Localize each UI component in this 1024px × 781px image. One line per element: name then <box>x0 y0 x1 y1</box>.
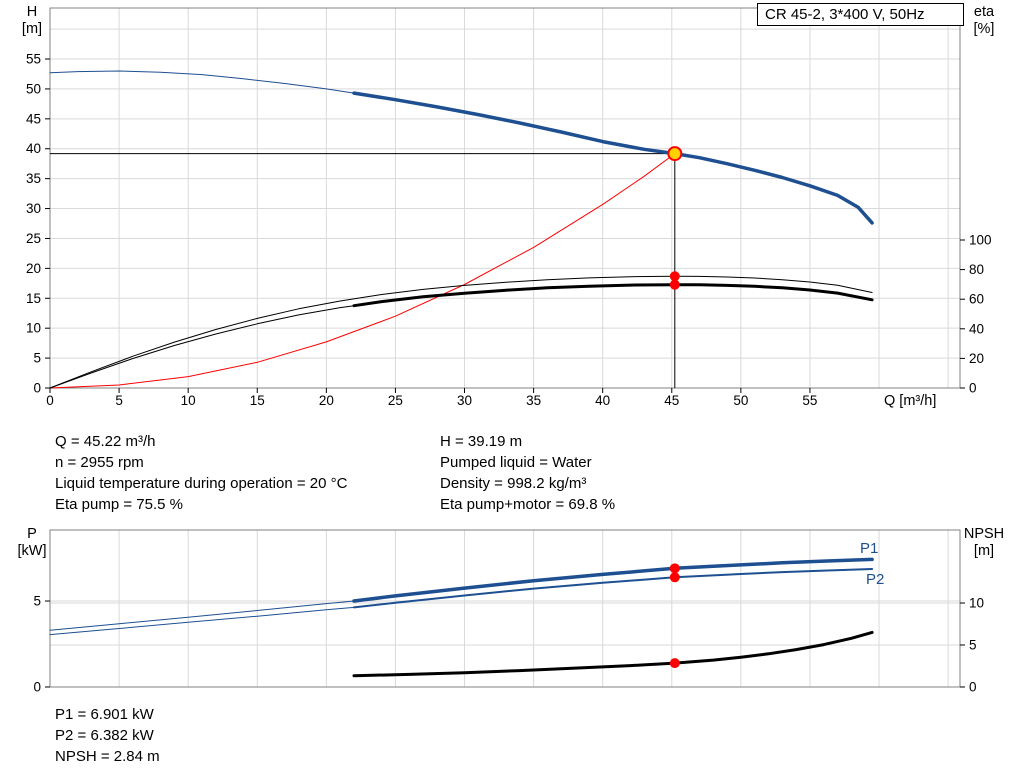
system-curve <box>49 153 676 389</box>
info-npsh: NPSH = 2.84 m <box>55 748 160 765</box>
info-speed: n = 2955 rpm <box>55 454 144 471</box>
right-axis-tick-label: 40 <box>969 321 984 336</box>
x-axis-tick-label: 50 <box>733 393 748 408</box>
x-axis-tick-label: 0 <box>46 393 54 408</box>
x-axis-tick-label: 20 <box>319 393 334 408</box>
info-eta-pump-motor: Eta pump+motor = 69.8 % <box>440 496 616 513</box>
left-axis-tick-label: 50 <box>26 81 41 96</box>
x-axis-tick-label: 15 <box>250 393 265 408</box>
right-axis-title: eta <box>974 4 995 20</box>
info-p2: P2 = 6.382 kW <box>55 727 154 744</box>
info-head: H = 39.19 m <box>440 433 523 450</box>
eta-pump-motor-extension <box>49 305 355 389</box>
right-axis-tick-label: 80 <box>969 262 984 277</box>
npsh-marker <box>669 658 680 669</box>
right-axis-tick-label: 20 <box>969 351 984 366</box>
info-p1: P1 = 6.901 kW <box>55 706 154 723</box>
right-axis-tick-label: 60 <box>969 292 984 307</box>
duty-info-left-column: Q = 45.22 m³/h n = 2955 rpm Liquid tempe… <box>55 431 347 515</box>
x-axis-tick-label: 55 <box>802 393 817 408</box>
right-axis-tick-label: 5 <box>969 637 977 652</box>
left-axis-title: P <box>27 526 37 542</box>
x-axis-tick-label: 5 <box>115 393 123 408</box>
info-eta-pump: Eta pump = 75.5 % <box>55 496 183 513</box>
p2-label: P2 <box>866 571 884 588</box>
left-axis-tick-label: 40 <box>26 141 41 156</box>
left-axis-tick-label: 55 <box>26 52 41 67</box>
left-axis-tick-label: 45 <box>26 111 41 126</box>
right-axis-title: NPSH <box>964 526 1004 542</box>
right-axis-title: [%] <box>974 21 995 37</box>
left-axis-tick-label: 30 <box>26 201 41 216</box>
x-axis-tick-label: 10 <box>181 393 196 408</box>
left-axis-tick-label: 5 <box>33 351 41 366</box>
x-axis-tick-label: 30 <box>457 393 472 408</box>
duty-point <box>667 146 683 162</box>
eta-pump-motor-curve <box>352 283 874 308</box>
left-axis-tick-label: 10 <box>26 321 41 336</box>
x-axis-title: Q [m³/h] <box>884 393 936 409</box>
left-axis-tick-label: 5 <box>33 594 41 609</box>
x-axis-tick-label: 25 <box>388 393 403 408</box>
p1-curve <box>352 557 874 603</box>
p1-curve-extension <box>49 600 355 631</box>
right-axis-tick-label: 100 <box>969 233 992 248</box>
x-axis-tick-label: 40 <box>595 393 610 408</box>
left-axis-title: [m] <box>22 21 42 37</box>
pump-curve-extension <box>49 70 355 94</box>
info-liquid-temperature: Liquid temperature during operation = 20… <box>55 475 348 492</box>
eta-pump-marker <box>669 271 680 282</box>
eta-pump-motor-marker <box>669 279 680 290</box>
power-info-column: P1 = 6.901 kW P2 = 6.382 kW NPSH = 2.84 … <box>55 704 160 767</box>
pump-curve <box>352 91 874 225</box>
left-axis-tick-label: 0 <box>33 680 41 695</box>
npsh-curve <box>352 630 874 678</box>
left-axis-tick-label: 15 <box>26 291 41 306</box>
x-axis-tick-label: 45 <box>664 393 679 408</box>
info-density: Density = 998.2 kg/m³ <box>440 475 587 492</box>
power-npsh-chart-frame <box>49 529 961 688</box>
duty-info-right-column: H = 39.19 m Pumped liquid = Water Densit… <box>440 431 615 515</box>
p1-marker <box>669 563 680 574</box>
p2-marker <box>669 572 680 583</box>
info-pumped-liquid: Pumped liquid = Water <box>440 454 592 471</box>
right-axis-tick-label: 10 <box>969 595 984 610</box>
right-axis-tick-label: 0 <box>969 381 977 396</box>
info-flow: Q = 45.22 m³/h <box>55 433 156 450</box>
left-axis-title: [kW] <box>18 543 47 559</box>
left-axis-tick-label: 20 <box>26 261 41 276</box>
p1-label: P1 <box>860 540 878 557</box>
x-axis-tick-label: 35 <box>526 393 541 408</box>
p2-curve-extension <box>49 606 355 636</box>
left-axis-tick-label: 0 <box>33 381 41 396</box>
left-axis-tick-label: 25 <box>26 231 41 246</box>
left-axis-tick-label: 35 <box>26 171 41 186</box>
eta-pump-curve <box>49 275 873 389</box>
pump-model-title: CR 45-2, 3*400 V, 50Hz <box>757 3 964 26</box>
head-capacity-chart-frame <box>49 7 961 389</box>
left-axis-title: H <box>27 4 37 20</box>
right-axis-tick-label: 0 <box>969 680 977 695</box>
right-axis-title: [m] <box>974 543 994 559</box>
